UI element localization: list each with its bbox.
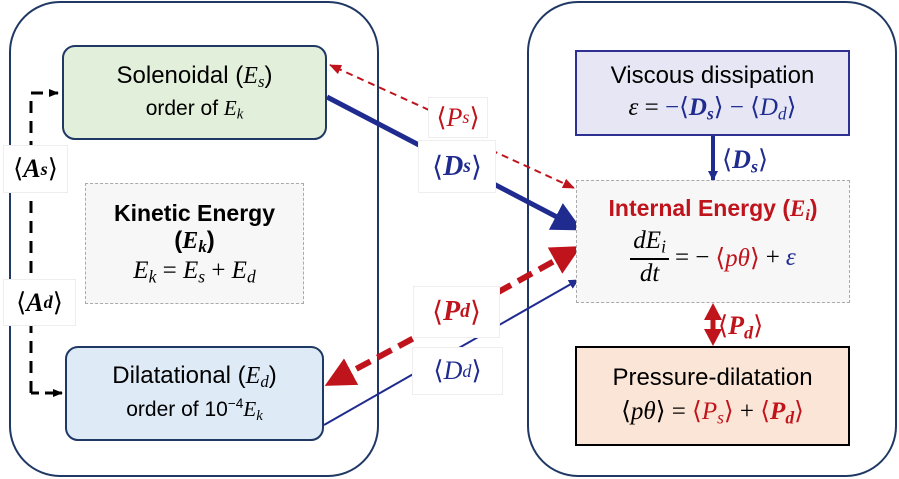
pressure-dilatation-box: Pressure-dilatation ⟨pθ⟩ = ⟨Ps⟩ + ⟨Pd⟩: [575, 346, 850, 446]
viscous-dissipation-box: Viscous dissipation ε = −⟨Ds⟩ − ⟨Dd⟩: [575, 50, 850, 136]
internal-energy-box: Internal Energy (Ei) dEi dt = − ⟨pθ⟩ + ε: [576, 180, 850, 303]
internal-panel: [527, 1, 897, 477]
dilatational-box: Dilatational (Ed) order of 10−4Ek: [65, 346, 324, 441]
kinetic-panel: [9, 1, 379, 477]
ds-vertical-label: ⟨Ds⟩: [722, 145, 769, 177]
pd-vertical-label: ⟨Pd⟩: [718, 311, 764, 343]
pd-double-arrow-heads: [704, 303, 722, 346]
kinetic-energy-box: Kinetic Energy (Ek) Ek = Es + Ed: [85, 183, 304, 304]
advection-dashed-path: [29, 89, 59, 393]
fraction: dEi dt: [630, 227, 669, 287]
solenoidal-box: Solenoidal (Es) order of Ek: [62, 45, 327, 140]
ps-arrow-to-solenoidal: [329, 64, 441, 116]
